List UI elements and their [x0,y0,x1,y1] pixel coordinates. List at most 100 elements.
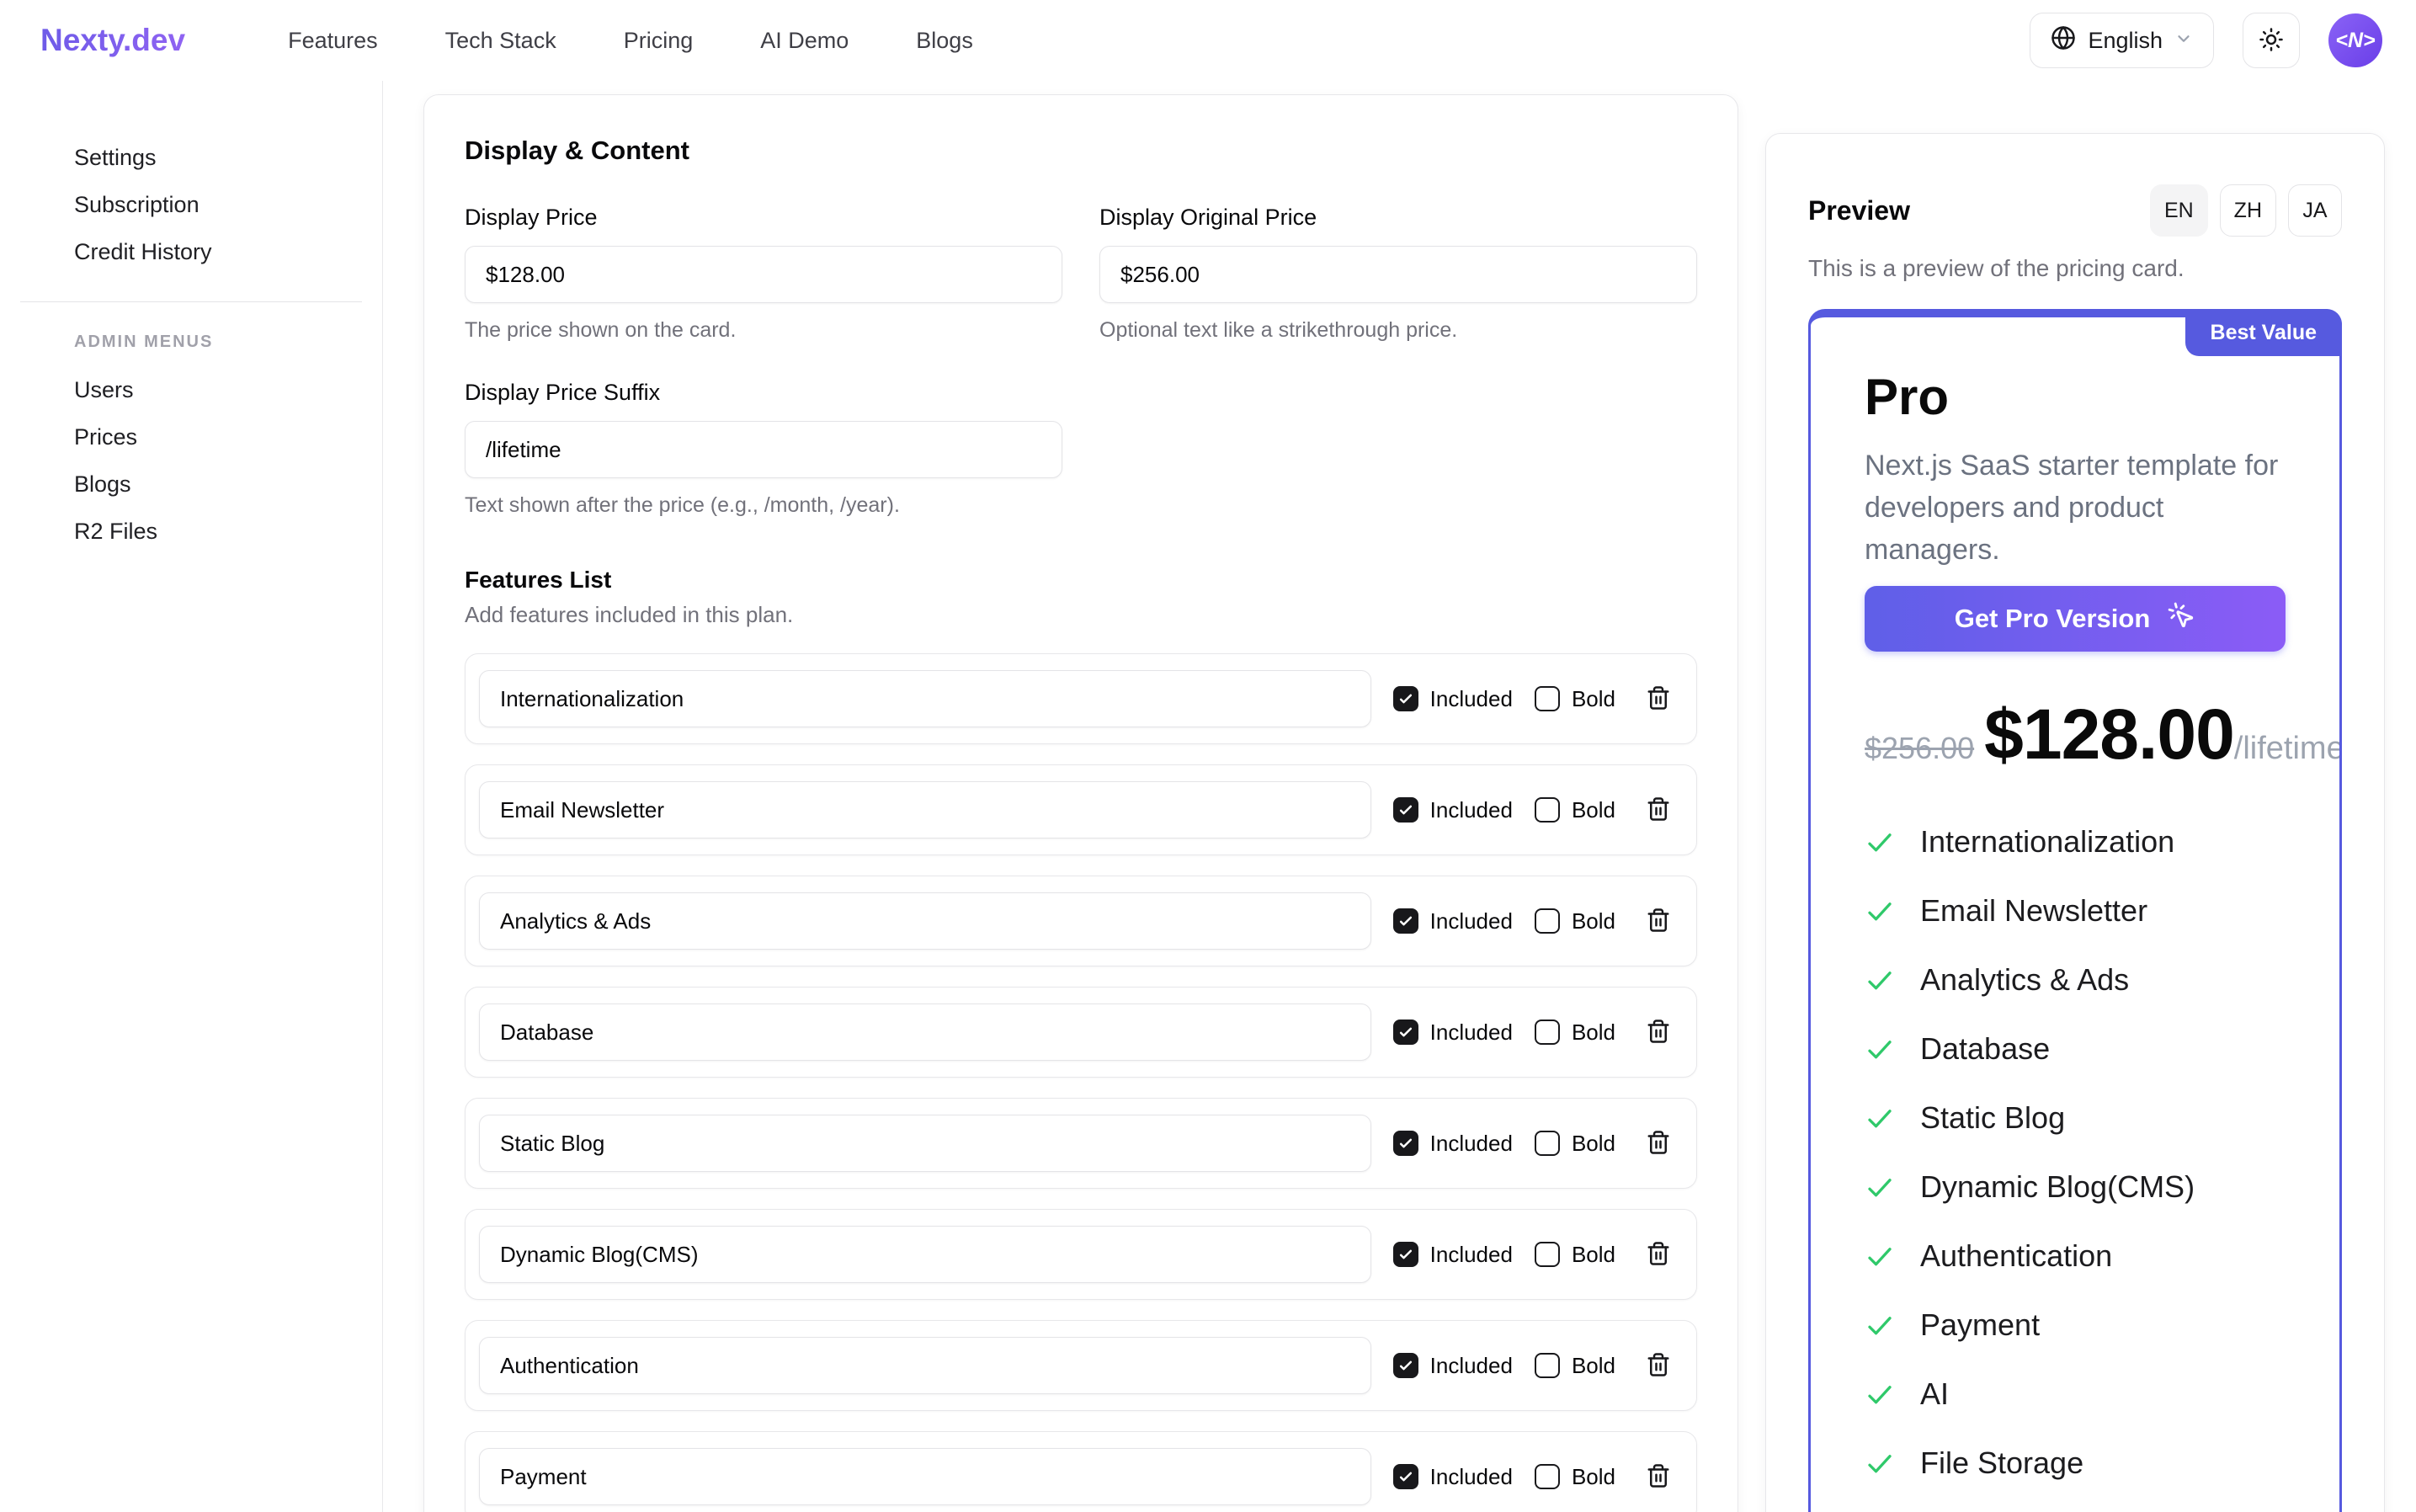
preview-feature-item: Analytics & Ads [1865,962,2286,998]
bold-checkbox[interactable] [1534,1020,1560,1045]
user-avatar[interactable]: <N> [2328,13,2382,67]
feature-name-input[interactable] [479,670,1371,727]
sidebar-item[interactable]: Blogs [74,471,131,497]
included-label: Included [1429,1019,1513,1045]
nav-link[interactable]: Blogs [916,27,973,53]
bold-checkbox[interactable] [1534,686,1560,711]
preview-lang-button[interactable]: JA [2288,184,2342,237]
feature-name-input[interactable] [479,781,1371,839]
preview-feature-item: Dynamic Blog(CMS) [1865,1169,2286,1205]
check-icon [1865,1172,1895,1202]
pricing-card-wrap: Best Value Pro Next.js SaaS starter temp… [1808,309,2342,1512]
included-label: Included [1429,1130,1513,1156]
preview-feature-label: Payment [1920,1307,2041,1342]
included-label: Included [1429,1463,1513,1489]
included-label: Included [1429,908,1513,934]
theme-toggle-button[interactable] [2243,13,2300,68]
included-checkbox[interactable] [1392,1464,1418,1489]
delete-feature-button[interactable] [1646,1240,1671,1270]
language-selector[interactable]: English [2030,13,2214,68]
trash-icon [1646,907,1671,936]
preview-feature-item: AI [1865,1376,2286,1412]
delete-feature-button[interactable] [1646,684,1671,714]
display-price-suffix-input[interactable] [465,421,1062,478]
delete-feature-button[interactable] [1646,1129,1671,1158]
sidebar-item[interactable]: Settings [74,145,157,170]
feature-name-input[interactable] [479,892,1371,950]
feature-row: Included Bold [465,1431,1697,1512]
logo[interactable]: Nexty.dev [40,23,186,57]
feature-name-input[interactable] [479,1448,1371,1505]
display-price-suffix-field-group: Display Price Suffix Text shown after th… [465,380,1062,518]
feature-name-input[interactable] [479,1004,1371,1061]
nav-link[interactable]: AI Demo [760,27,849,53]
included-check-group: Included [1392,1242,1513,1268]
delete-feature-button[interactable] [1646,1462,1671,1492]
pricing-card: Pro Next.js SaaS starter template for de… [1808,309,2342,1512]
current-price: $128.00 [1984,695,2235,774]
sidebar-item[interactable]: Users [74,377,134,402]
feature-name-input[interactable] [479,1226,1371,1283]
delete-feature-button[interactable] [1646,1351,1671,1381]
nav-link[interactable]: Pricing [623,27,694,53]
feature-name-input[interactable] [479,1115,1371,1172]
trash-icon [1646,1018,1671,1047]
included-checkbox[interactable] [1392,1353,1418,1378]
check-icon [1865,1103,1895,1133]
feature-name-input[interactable] [479,1337,1371,1394]
included-checkbox[interactable] [1392,797,1418,823]
features-list-heading: Features List [465,567,612,593]
bold-checkbox[interactable] [1534,1131,1560,1156]
included-checkbox[interactable] [1392,1242,1418,1267]
bold-label: Bold [1571,796,1615,823]
preview-feature-item: File Storage [1865,1445,2286,1481]
included-check-group: Included [1392,908,1513,934]
included-checkbox[interactable] [1392,686,1418,711]
feature-row: Included Bold [465,876,1697,966]
bold-checkbox[interactable] [1534,1353,1560,1378]
feature-rows: Included Bold [465,653,1697,1512]
bold-check-group: Bold [1534,1242,1615,1268]
delete-feature-button[interactable] [1646,907,1671,936]
trash-icon [1646,1240,1671,1270]
chevron-down-icon [2174,28,2193,54]
preview-feature-item: Payment [1865,1307,2286,1343]
nav-link[interactable]: Features [288,27,378,53]
included-checkbox[interactable] [1392,908,1418,934]
get-pro-version-button[interactable]: Get Pro Version [1865,586,2286,652]
price-row: $256.00 $128.00 /lifetime [1865,694,2339,775]
nav-link[interactable]: Tech Stack [444,27,556,53]
sidebar-user-menu: Settings Subscription Credit History [0,143,382,285]
preview-language-tabs: EN ZH JA [2149,184,2342,237]
globe-icon [2051,25,2076,56]
preview-lang-button[interactable]: EN [2149,184,2208,237]
mouse-pointer-click-icon [2167,601,2195,636]
bold-label: Bold [1571,1019,1615,1045]
display-price-input[interactable] [465,246,1062,303]
preview-lang-button[interactable]: ZH [2219,184,2276,237]
preview-feature-list: Internationalization Email Newsletter [1865,824,2286,1512]
bold-checkbox[interactable] [1534,797,1560,823]
included-checkbox[interactable] [1392,1131,1418,1156]
included-checkbox[interactable] [1392,1020,1418,1045]
price-fields-row: Display Price The price shown on the car… [465,205,1697,343]
preview-title: Preview [1808,194,1910,226]
sidebar-item[interactable]: R2 Files [74,519,158,544]
bold-checkbox[interactable] [1534,1242,1560,1267]
original-price: $256.00 [1865,731,1975,765]
plan-description: Next.js SaaS starter template for develo… [1865,450,2279,566]
delete-feature-button[interactable] [1646,796,1671,825]
preview-feature-label: Internationalization [1920,824,2175,859]
display-original-price-label: Display Original Price [1099,205,1317,230]
sidebar-item[interactable]: Subscription [74,192,200,217]
display-price-label: Display Price [465,205,598,230]
delete-feature-button[interactable] [1646,1018,1671,1047]
bold-checkbox[interactable] [1534,908,1560,934]
sidebar-item[interactable]: Credit History [74,239,212,264]
display-original-price-input[interactable] [1099,246,1697,303]
sidebar-item[interactable]: Prices [74,424,138,450]
bold-checkbox[interactable] [1534,1464,1560,1489]
bold-check-group: Bold [1534,1131,1615,1157]
price-suffix: /lifetime [2233,731,2342,766]
